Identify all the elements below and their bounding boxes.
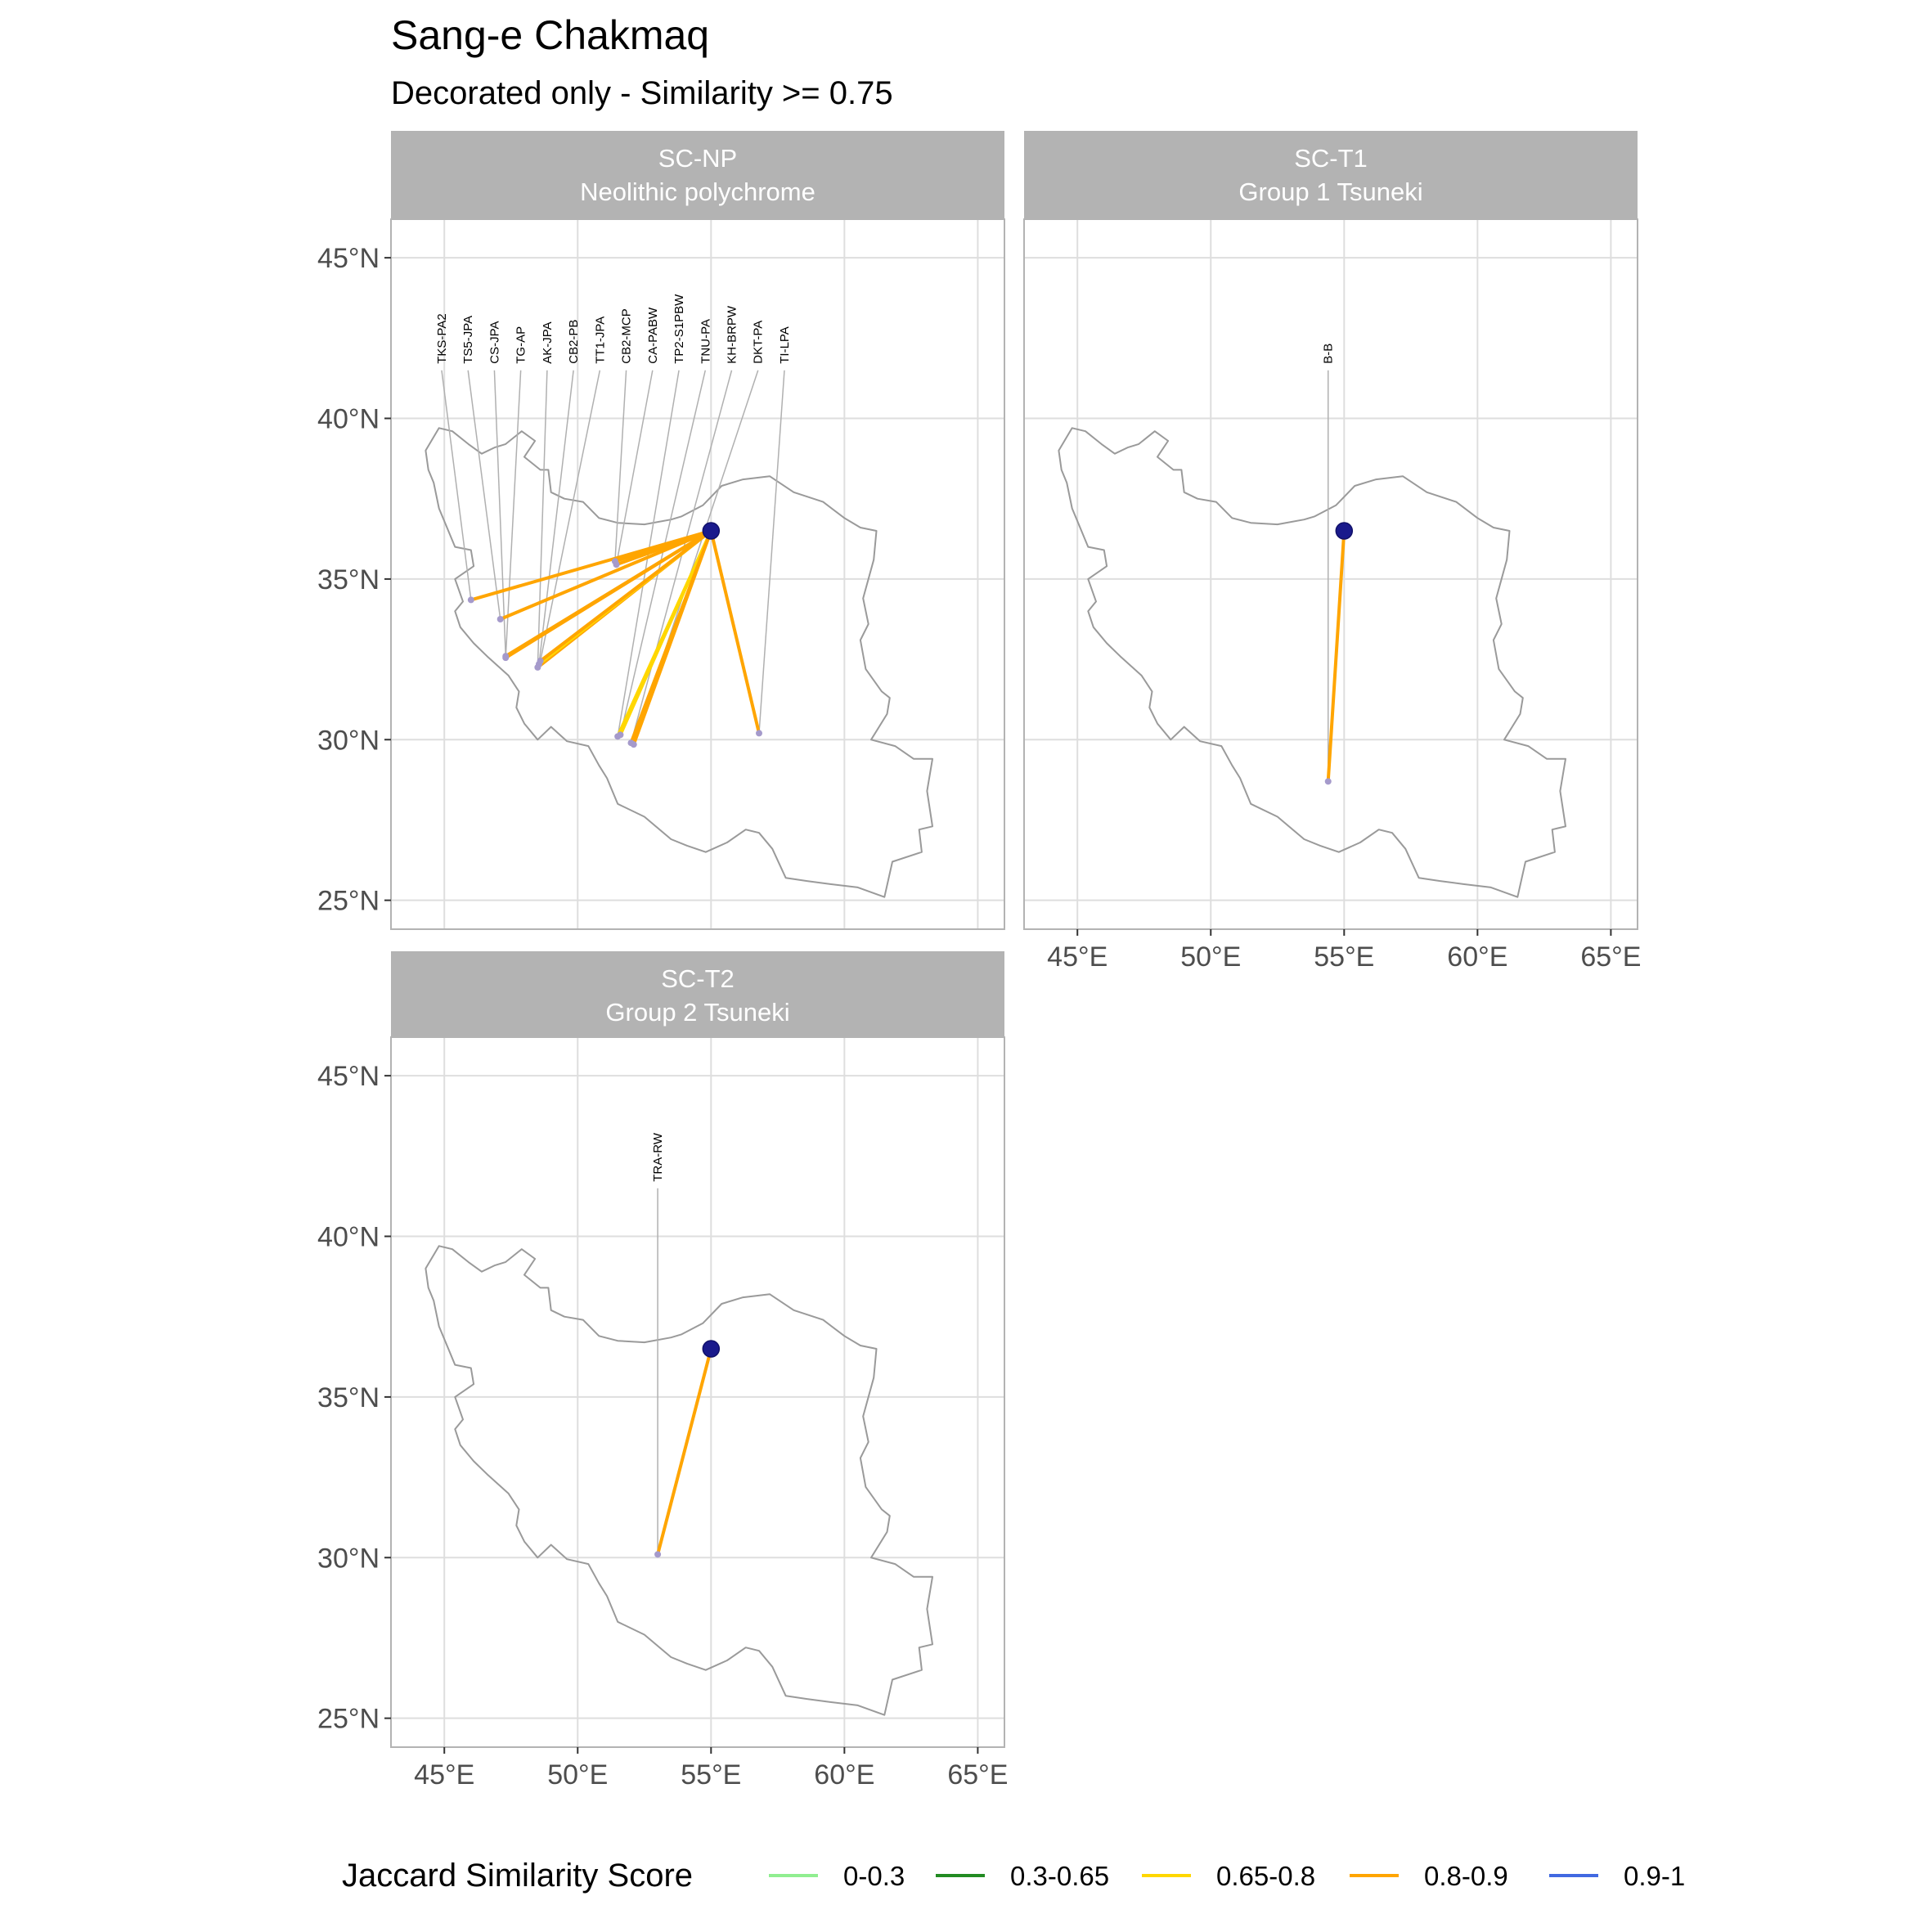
site-label: DKT-PA (752, 321, 766, 364)
country-outline (425, 427, 933, 898)
panel-strip (1024, 131, 1638, 219)
y-tick-label: 40°N (317, 1222, 380, 1253)
site-point (617, 731, 624, 739)
panel-strip-subtitle: Neolithic polychrome (580, 177, 815, 206)
legend-item-label: 0-0.3 (843, 1861, 905, 1891)
label-leader-line (539, 370, 601, 662)
y-tick-label: 30°N (317, 725, 380, 756)
x-tick-label: 50°E (547, 1759, 608, 1790)
x-tick-label: 65°E (947, 1759, 1008, 1790)
y-tick-label: 35°N (317, 1382, 380, 1413)
site-point (1324, 778, 1332, 785)
label-leader-line (537, 370, 548, 667)
site-label: AK-JPA (541, 321, 555, 363)
label-leader-line (615, 370, 654, 565)
site-point (467, 596, 474, 604)
site-label: CB2-MCP (620, 308, 634, 364)
label-leader-line (630, 370, 733, 744)
panel-strip (391, 131, 1004, 219)
similarity-link (618, 528, 713, 737)
site-label: TKS-PA2 (435, 313, 449, 363)
panel-sc-t2: SC-T2 Group 2 Tsuneki TRA-RW 25°N 30°N 35°N 40… (317, 951, 1008, 1790)
label-leader-line (538, 370, 574, 665)
similarity-link (614, 528, 713, 567)
legend: Jaccard Similarity Score 0-0.3 0.3-0.65 0.… (342, 1858, 1685, 1894)
y-tick-label: 45°N (317, 243, 380, 274)
figure-title: Sang-e Chakmaq (391, 12, 709, 58)
panel-strip-title: SC-T2 (661, 964, 735, 993)
site-label: CS-JPA (487, 321, 501, 364)
similarity-link (498, 528, 713, 621)
country-outline (425, 1245, 933, 1716)
similarity-link (504, 528, 713, 660)
country-outline (1058, 427, 1566, 898)
similarity-link (656, 1346, 713, 1557)
legend-title: Jaccard Similarity Score (342, 1858, 693, 1894)
site-label: TI-LPA (778, 326, 792, 364)
site-point (630, 741, 637, 748)
panel-border (1023, 218, 1638, 930)
site-point (756, 730, 762, 737)
site-point (613, 561, 620, 568)
panels: SC-NP Neolithic polychrome TKS-PA2 TS5-JPA C… (317, 131, 1641, 1790)
site-label: CA-PABW (646, 307, 660, 364)
x-tick-label: 55°E (1314, 941, 1374, 973)
x-tick-label: 50°E (1180, 941, 1241, 973)
y-tick-label: 30°N (317, 1543, 380, 1574)
y-tick-label: 25°N (317, 1704, 380, 1735)
x-tick-label: 45°E (1047, 941, 1108, 973)
label-leader-line (505, 370, 522, 658)
site-label: TG-AP (514, 326, 528, 364)
origin-point (1335, 522, 1354, 540)
site-label: TT1-JPA (593, 317, 607, 364)
label-leader-line (614, 370, 627, 562)
legend-item-label: 0.3-0.65 (1010, 1861, 1109, 1891)
similarity-link (709, 528, 761, 735)
panel-sc-np: SC-NP Neolithic polychrome TKS-PA2 TS5-JPA C… (317, 131, 1005, 930)
x-tick-label: 45°E (414, 1759, 474, 1790)
site-label: TNU-PA (699, 319, 712, 364)
legend-item-label: 0.8-0.9 (1424, 1861, 1508, 1891)
y-tick-label: 35°N (317, 564, 380, 595)
x-tick-label: 65°E (1580, 941, 1641, 973)
site-label: TS5-JPA (461, 316, 475, 364)
x-tick-label: 55°E (681, 1759, 741, 1790)
y-tick-label: 40°N (317, 404, 380, 435)
legend-item-label: 0.65-0.8 (1216, 1861, 1315, 1891)
site-point (537, 658, 544, 665)
site-label: TRA-RW (651, 1132, 665, 1182)
figure-subtitle: Decorated only - Similarity >= 0.75 (391, 75, 893, 111)
legend-item-label: 0.9-1 (1624, 1861, 1685, 1891)
site-label: KH-BRPW (726, 305, 739, 364)
panel-strip (391, 951, 1004, 1037)
panel-strip-title: SC-T1 (1294, 144, 1368, 173)
panel-strip-title: SC-NP (658, 144, 737, 173)
origin-point (702, 522, 721, 540)
label-leader-line (493, 370, 506, 657)
site-point (654, 1551, 662, 1558)
site-point (502, 654, 510, 662)
similarity-link (538, 528, 713, 663)
label-leader-line (441, 370, 472, 600)
site-label: B-B (1322, 344, 1336, 364)
site-point (496, 615, 504, 622)
panel-border (390, 1036, 1005, 1748)
panel-strip-subtitle: Group 1 Tsuneki (1238, 177, 1422, 206)
origin-point (702, 1340, 721, 1358)
panel-strip-subtitle: Group 2 Tsuneki (605, 998, 789, 1027)
site-label: CB2-PB (567, 320, 581, 364)
y-tick-label: 45°N (317, 1061, 380, 1092)
y-tick-label: 25°N (317, 886, 380, 917)
x-tick-label: 60°E (1447, 941, 1507, 973)
label-leader-line (758, 370, 785, 734)
site-label: TP2-S1PBW (672, 294, 686, 364)
panel-border (390, 218, 1005, 930)
label-leader-line (467, 370, 501, 620)
legend-items: 0-0.3 0.3-0.65 0.65-0.8 0.8-0.9 0.9-1 (769, 1861, 1685, 1891)
panel-sc-t1: SC-T1 Group 1 Tsuneki B-B 45°E 50°E 55°E 60°E 6… (1023, 131, 1641, 973)
similarity-link (631, 528, 713, 747)
similarity-link (1326, 528, 1346, 784)
x-tick-label: 60°E (814, 1759, 874, 1790)
